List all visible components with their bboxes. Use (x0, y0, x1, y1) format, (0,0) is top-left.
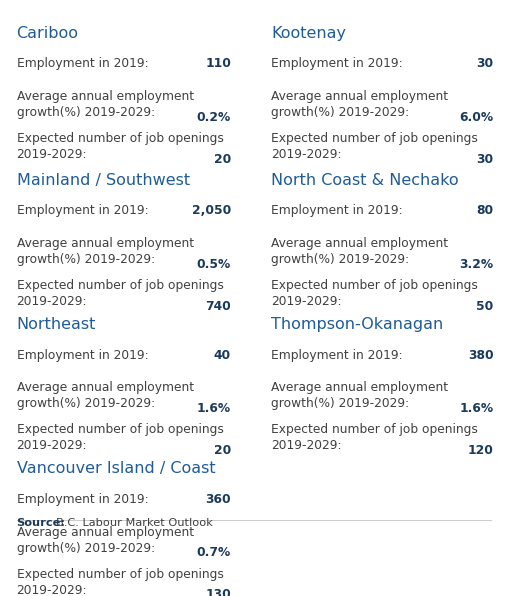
Text: Northeast: Northeast (16, 317, 96, 332)
Text: Employment in 2019:: Employment in 2019: (16, 493, 148, 506)
Text: Expected number of job openings
2019-2029:: Expected number of job openings 2019-202… (16, 567, 224, 596)
Text: 0.7%: 0.7% (197, 547, 231, 560)
Text: 40: 40 (214, 349, 231, 362)
Text: Employment in 2019:: Employment in 2019: (16, 57, 148, 70)
Text: Average annual employment
growth(%) 2019-2029:: Average annual employment growth(%) 2019… (271, 381, 448, 411)
Text: Kootenay: Kootenay (271, 26, 346, 41)
Text: Employment in 2019:: Employment in 2019: (271, 204, 403, 218)
Text: 2,050: 2,050 (192, 204, 231, 218)
Text: Expected number of job openings
2019-2029:: Expected number of job openings 2019-202… (271, 279, 478, 308)
Text: Source:: Source: (16, 519, 66, 529)
Text: Expected number of job openings
2019-2029:: Expected number of job openings 2019-202… (16, 423, 224, 452)
Text: Expected number of job openings
2019-2029:: Expected number of job openings 2019-202… (271, 423, 478, 452)
Text: 0.5%: 0.5% (197, 258, 231, 271)
Text: 120: 120 (467, 444, 493, 457)
Text: 3.2%: 3.2% (459, 258, 494, 271)
Text: Expected number of job openings
2019-2029:: Expected number of job openings 2019-202… (271, 132, 478, 161)
Text: Average annual employment
growth(%) 2019-2029:: Average annual employment growth(%) 2019… (16, 381, 194, 411)
Text: Vancouver Island / Coast: Vancouver Island / Coast (16, 461, 215, 476)
Text: Expected number of job openings
2019-2029:: Expected number of job openings 2019-202… (16, 132, 224, 161)
Text: Employment in 2019:: Employment in 2019: (271, 349, 403, 362)
Text: 130: 130 (205, 588, 231, 596)
Text: 1.6%: 1.6% (197, 402, 231, 415)
Text: 360: 360 (205, 493, 231, 506)
Text: Average annual employment
growth(%) 2019-2029:: Average annual employment growth(%) 2019… (271, 90, 448, 119)
Text: Mainland / Southwest: Mainland / Southwest (16, 173, 190, 188)
Text: 1.6%: 1.6% (459, 402, 494, 415)
Text: 20: 20 (214, 153, 231, 166)
Text: Thompson-Okanagan: Thompson-Okanagan (271, 317, 444, 332)
Text: Average annual employment
growth(%) 2019-2029:: Average annual employment growth(%) 2019… (16, 237, 194, 266)
Text: 6.0%: 6.0% (459, 111, 494, 124)
Text: 30: 30 (476, 57, 493, 70)
Text: Employment in 2019:: Employment in 2019: (16, 204, 148, 218)
Text: 740: 740 (205, 300, 231, 313)
Text: Employment in 2019:: Employment in 2019: (16, 349, 148, 362)
Text: Cariboo: Cariboo (16, 26, 79, 41)
Text: 50: 50 (476, 300, 493, 313)
Text: Average annual employment
growth(%) 2019-2029:: Average annual employment growth(%) 2019… (16, 90, 194, 119)
Text: Average annual employment
growth(%) 2019-2029:: Average annual employment growth(%) 2019… (16, 526, 194, 555)
Text: 110: 110 (205, 57, 231, 70)
Text: 20: 20 (214, 444, 231, 457)
Text: Expected number of job openings
2019-2029:: Expected number of job openings 2019-202… (16, 279, 224, 308)
Text: Average annual employment
growth(%) 2019-2029:: Average annual employment growth(%) 2019… (271, 237, 448, 266)
Text: 80: 80 (476, 204, 493, 218)
Text: 30: 30 (476, 153, 493, 166)
Text: 0.2%: 0.2% (197, 111, 231, 124)
Text: Employment in 2019:: Employment in 2019: (271, 57, 403, 70)
Text: B.C. Labour Market Outlook: B.C. Labour Market Outlook (56, 519, 213, 529)
Text: North Coast & Nechako: North Coast & Nechako (271, 173, 459, 188)
Text: 380: 380 (468, 349, 494, 362)
